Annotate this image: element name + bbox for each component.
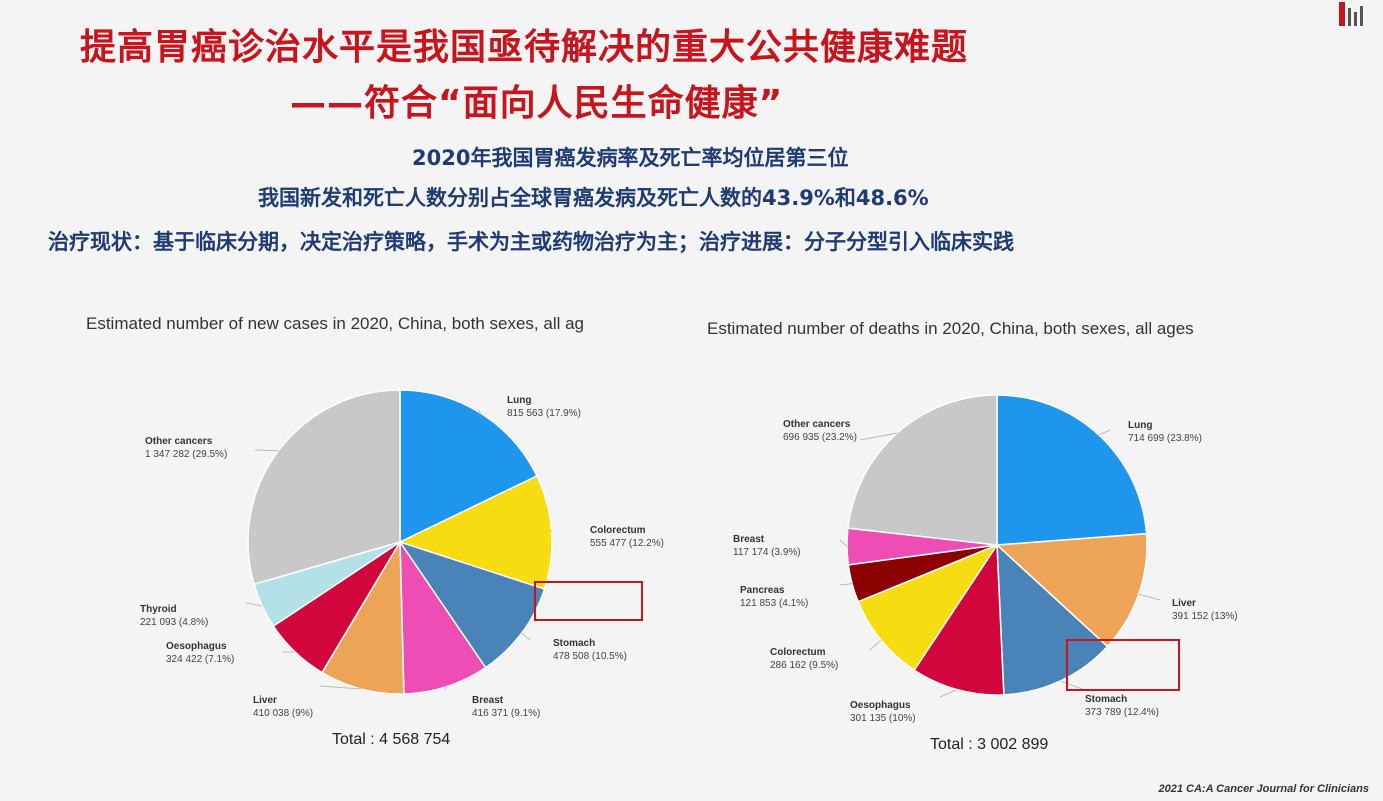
slice-label-lung: Lung [1128, 420, 1152, 431]
deaths-total: Total : 3 002 899 [930, 736, 1049, 753]
institution-logo-icon [1339, 2, 1363, 26]
slice-label-stomach: Stomach [553, 638, 595, 649]
leader-line-oesophagus [939, 689, 958, 698]
slice-label-breast: Breast [733, 534, 765, 545]
pie-slice-colorectum [857, 543, 999, 672]
subtitle-line1: 2020年我国胃癌发病率及死亡率均位居第三位 [412, 146, 849, 170]
leader-line-liver [1138, 593, 1161, 601]
pie-slice-lung [996, 394, 1148, 546]
slice-label-stomach: Stomach [1085, 694, 1127, 705]
slice-value-colorectum: 555 477 (12.2%) [590, 538, 664, 549]
slice-value-breast: 416 371 (9.1%) [472, 708, 540, 719]
leader-line-stomach [521, 632, 531, 641]
pie-slice-other-cancers [847, 394, 998, 546]
slice-value-colorectum: 286 162 (9.5%) [770, 660, 838, 671]
slice-value-other-cancers: 1 347 282 (29.5%) [145, 449, 227, 460]
slice-label-oesophagus: Oesophagus [166, 641, 227, 652]
slice-label-pancreas: Pancreas [740, 585, 785, 596]
slice-label-oesophagus: Oesophagus [850, 700, 911, 711]
slice-value-pancreas: 121 853 (4.1%) [740, 598, 808, 609]
slice-label-liver: Liver [253, 695, 277, 706]
pie-slice-stomach [996, 543, 1109, 696]
pie-slice-liver [321, 539, 405, 695]
deaths-chart-title: Estimated number of deaths in 2020, Chin… [707, 319, 1194, 338]
slice-label-thyroid: Thyroid [140, 604, 177, 615]
highlight-box-stomach [1066, 639, 1180, 691]
slice-value-liver: 410 038 (9%) [253, 708, 313, 719]
pie-slice-lung [399, 389, 538, 544]
leader-line-breast [444, 686, 448, 691]
subtitle-line3: 治疗现状：基于临床分期，决定治疗策略，手术为主或药物治疗为主；治疗进展：分子分型… [48, 230, 1014, 254]
slice-label-colorectum: Colorectum [770, 647, 826, 658]
new-cases-total: Total : 4 568 754 [332, 731, 451, 748]
slice-value-lung: 815 563 (17.9%) [507, 408, 581, 419]
leader-line-colorectum [869, 639, 882, 651]
slice-value-other-cancers: 696 935 (23.2%) [783, 432, 857, 443]
slice-value-thyroid: 221 093 (4.8%) [140, 617, 208, 628]
slice-value-oesophagus: 301 135 (10%) [850, 713, 916, 724]
slice-value-oesophagus: 324 422 (7.1%) [166, 654, 234, 665]
leader-line-lung [477, 409, 482, 414]
subtitle-line2: 我国新发和死亡人数分别占全球胃癌发病及死亡人数的43.9%和48.6% [258, 186, 929, 210]
new-cases-chart-title: Estimated number of new cases in 2020, C… [86, 314, 585, 333]
leader-line-stomach [1060, 680, 1086, 691]
leader-line-liver [319, 685, 362, 690]
slice-value-liver: 391 152 (13%) [1172, 611, 1238, 622]
pie-slice-breast [399, 539, 487, 695]
highlight-box-stomach [534, 581, 643, 621]
pie-slice-stomach [398, 540, 546, 669]
slice-label-other-cancers: Other cancers [783, 419, 851, 430]
slice-value-lung: 714 699 (23.8%) [1128, 433, 1202, 444]
slice-label-liver: Liver [1172, 598, 1196, 609]
slice-value-breast: 117 174 (3.9%) [733, 547, 801, 558]
slice-value-stomach: 373 789 (12.4%) [1085, 707, 1159, 718]
new-cases-pie: Lung 815 563 (17.9%) Colorectum 555 477 (12… [140, 389, 664, 719]
slice-label-other-cancers: Other cancers [145, 436, 213, 447]
citation: 2021 CA:A Cancer Journal for Clinicians [1158, 783, 1370, 795]
slice-value-stomach: 478 508 (10.5%) [553, 651, 627, 662]
leader-line-thyroid [245, 602, 263, 607]
deaths-pie: Lung 714 699 (23.8%) Liver 391 152 (13%) Sto… [733, 394, 1238, 724]
slice-label-lung: Lung [507, 395, 531, 406]
leader-line-other-cancers [254, 449, 279, 452]
leader-line-pancreas [839, 583, 853, 586]
slide-title-line1: 提高胃癌诊治水平是我国亟待解决的重大公共健康难题 [80, 27, 969, 68]
slice-label-colorectum: Colorectum [590, 525, 646, 536]
leader-line-breast [839, 539, 848, 547]
slide-title-line2: ——符合“面向人民生命健康” [290, 83, 784, 124]
leader-line-other-cancers [859, 432, 898, 441]
leader-line-lung [1098, 429, 1111, 436]
slice-label-breast: Breast [472, 695, 504, 706]
